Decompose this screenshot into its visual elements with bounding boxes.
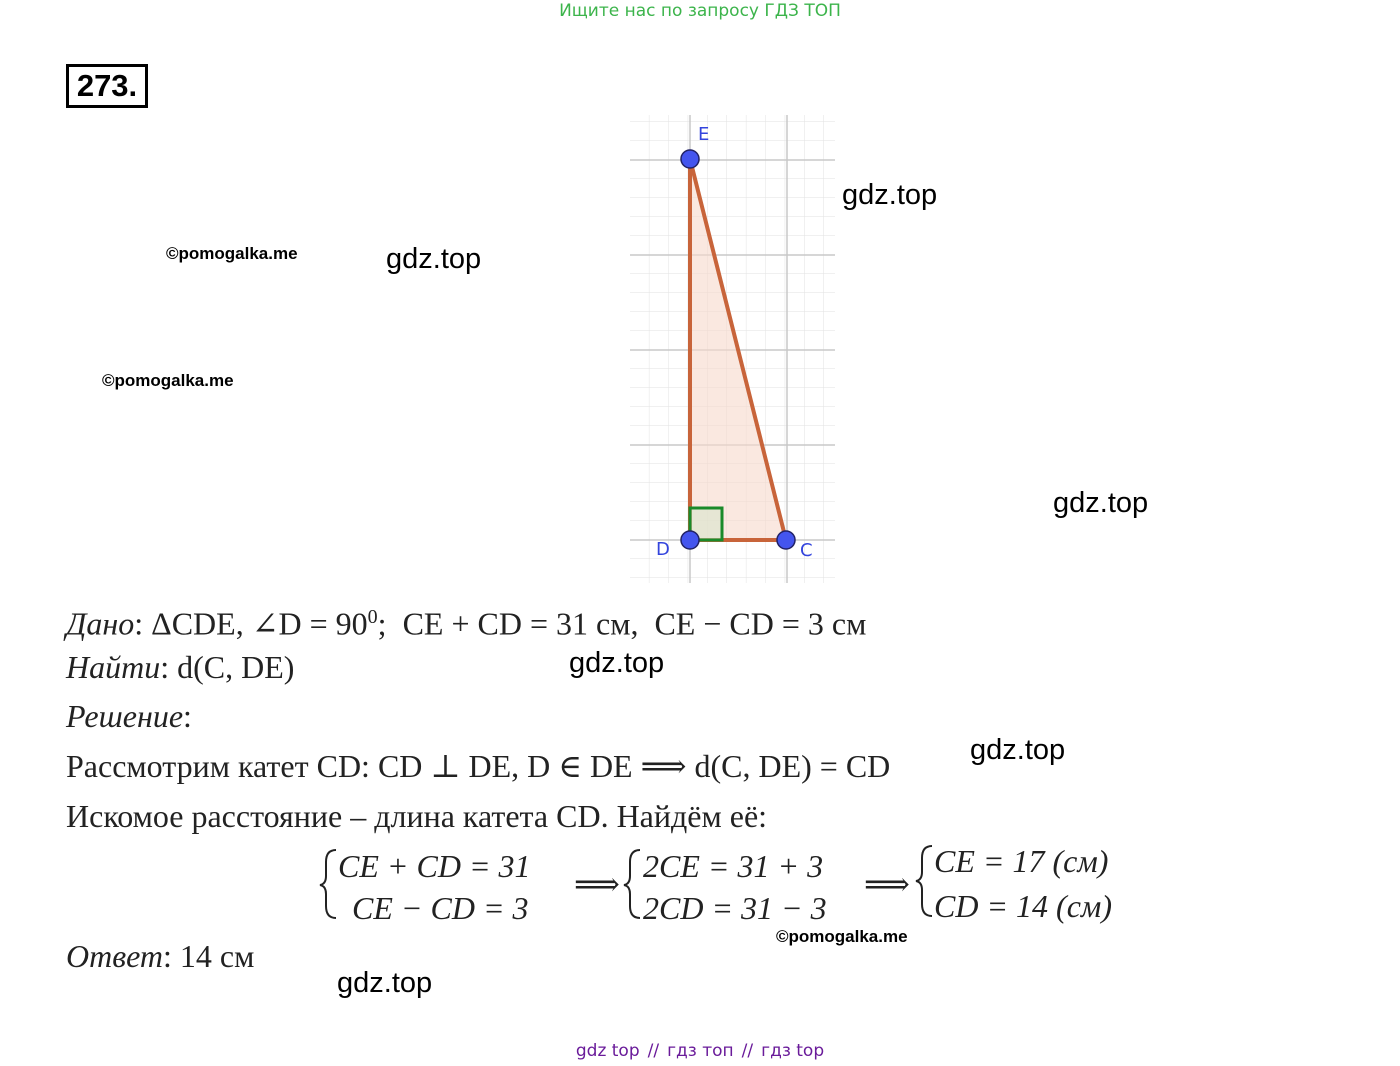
answer-label: Ответ	[66, 938, 163, 974]
solution-line: Рассмотрим катет CD: CD ⊥ DE, D ∈ DE ⟹ d…	[66, 748, 891, 784]
system-row: 2CE = 31 + 3	[643, 848, 824, 884]
answer-text: : 14 см	[163, 938, 255, 974]
footer-separator: //	[741, 1041, 754, 1061]
given-line: Дано: ΔCDE, ∠D = 900; CE + CD = 31 см, C…	[66, 597, 866, 644]
find-text: : d(C, DE)	[160, 649, 295, 685]
vertices	[680, 149, 796, 550]
footer: gdz top // гдз топ // гдз top	[0, 1040, 1400, 1062]
footer-separator: //	[647, 1041, 660, 1061]
watermark: gdz.top	[970, 734, 1066, 766]
footer-link[interactable]: гдз топ	[667, 1041, 734, 1061]
find-label: Найти	[66, 649, 161, 685]
system-row: CE + CD = 31	[338, 848, 531, 884]
system-row: 2CD = 31 − 3	[643, 890, 827, 926]
solution-label-colon: :	[183, 698, 192, 734]
solution-label: Решение:	[66, 696, 192, 736]
watermark: ©pomogalka.me	[776, 927, 908, 946]
solution-label-text: Решение	[66, 698, 184, 734]
vertex-label: C	[800, 540, 813, 561]
right-angle	[688, 506, 724, 542]
given-label: Дано	[66, 605, 135, 642]
braces	[319, 845, 933, 919]
vertex-label: E	[698, 124, 709, 145]
footer-link[interactable]: gdz top	[575, 1041, 640, 1061]
watermark: gdz.top	[1053, 487, 1149, 519]
given-sup: 0	[367, 606, 378, 628]
answer-line: Ответ: 14 см	[66, 936, 254, 976]
given-text: : ΔCDE, ∠D = 90	[134, 605, 368, 642]
implies-arrow: ⟹	[574, 865, 620, 903]
find-line: Найти: d(C, DE)	[66, 647, 294, 687]
vertex-label: D	[656, 539, 670, 560]
problem-number: 273.	[66, 64, 148, 108]
implies-arrow: ⟹	[864, 865, 910, 903]
watermark: gdz.top	[337, 967, 433, 999]
system-row: CD = 14 (см)	[934, 888, 1112, 924]
footer-link[interactable]: гдз top	[761, 1041, 825, 1061]
given-rest: ; CE + CD = 31 см, CE − CD = 3 см	[377, 605, 867, 642]
system-row: CE = 17 (см)	[934, 843, 1109, 879]
solution-line: Искомое расстояние – длина катета CD. На…	[66, 798, 768, 834]
watermark: gdz.top	[386, 243, 482, 275]
watermark: gdz.top	[842, 179, 938, 211]
watermark: gdz.top	[569, 647, 665, 679]
watermark: ©pomogalka.me	[166, 244, 298, 263]
search-hint: Ищите нас по запросу ГДЗ ТОП	[559, 1, 841, 21]
triangle	[688, 157, 788, 542]
system-row: CE − CD = 3	[352, 890, 529, 926]
watermark: ©pomogalka.me	[102, 371, 234, 390]
